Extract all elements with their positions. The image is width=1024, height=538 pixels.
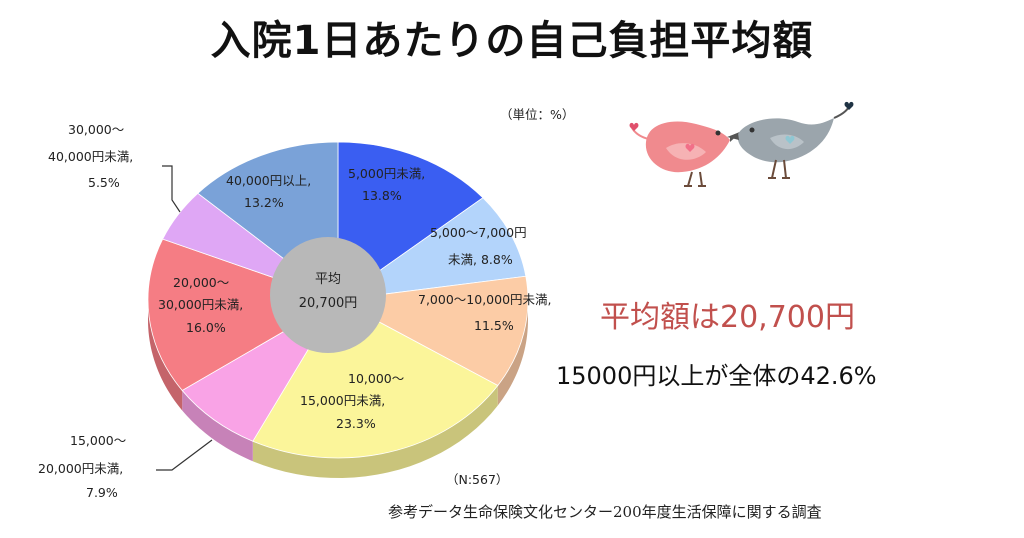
slice-label-6b: 40,000円未満, — [48, 149, 133, 164]
pie-center-hole — [270, 237, 386, 353]
leader-lines — [156, 165, 213, 471]
pie-slice-side-2 — [497, 300, 528, 406]
slice-label-0: 5,000円未満, — [348, 166, 425, 181]
slice-label-6a: 30,000〜 — [68, 122, 124, 137]
slice-value-5: 16.0% — [186, 320, 226, 335]
pie-group — [147, 141, 529, 478]
slice-label-1a: 5,000〜7,000円 — [430, 225, 527, 240]
slice-value-2: 11.5% — [474, 318, 514, 333]
slice-label-4b: 20,000円未満, — [38, 461, 123, 476]
pie-slice-5 — [147, 238, 339, 391]
slice-value-6: 5.5% — [88, 175, 120, 190]
share-highlight: 15000円以上が全体の42.6% — [556, 362, 877, 390]
center-label-1: 20,700円 — [299, 296, 358, 311]
slice-label-5a: 20,000〜 — [173, 275, 229, 290]
pie-slice-2 — [336, 275, 529, 387]
unit-note: （単位：%） — [500, 107, 574, 122]
slice-label-2a: 7,000〜10,000円未満, — [418, 292, 552, 307]
average-highlight: 平均額は20,700円 — [600, 300, 855, 335]
pie-slice-side-4 — [182, 390, 253, 462]
slice-value-7: 13.2% — [244, 195, 284, 210]
leader-line-6 — [162, 165, 181, 213]
slice-label-3a: 10,000〜 — [348, 371, 404, 386]
sample-note: （N:567） — [446, 472, 508, 487]
source-note: 参考データ生命保険文化センター200年度生活保障に関する調査 — [388, 503, 822, 521]
center-label-0: 平均 — [315, 272, 341, 287]
chart-title: 入院1日あたりの自己負担平均額 — [210, 18, 814, 64]
pie-slice-1 — [337, 197, 527, 301]
slice-label-4a: 15,000〜 — [70, 433, 126, 448]
pink-bird-icon — [629, 121, 742, 187]
slice-label-5b: 30,000円未満, — [158, 297, 243, 312]
slice-value-3: 23.3% — [336, 416, 376, 431]
slice-value-0: 13.8% — [362, 188, 402, 203]
slice-label-1b: 未満, 8.8% — [448, 252, 513, 267]
slice-label-3b: 15,000円未満, — [300, 393, 385, 408]
gray-bird-icon — [727, 101, 854, 179]
pie-slice-3 — [252, 299, 499, 459]
birds-illustration — [629, 101, 854, 187]
slice-label-7: 40,000円以上, — [226, 173, 311, 188]
slice-value-4: 7.9% — [86, 485, 118, 500]
pie-slice-side-3 — [252, 385, 498, 478]
pie-slice-side-5 — [148, 300, 183, 411]
leader-line-4 — [156, 439, 213, 471]
